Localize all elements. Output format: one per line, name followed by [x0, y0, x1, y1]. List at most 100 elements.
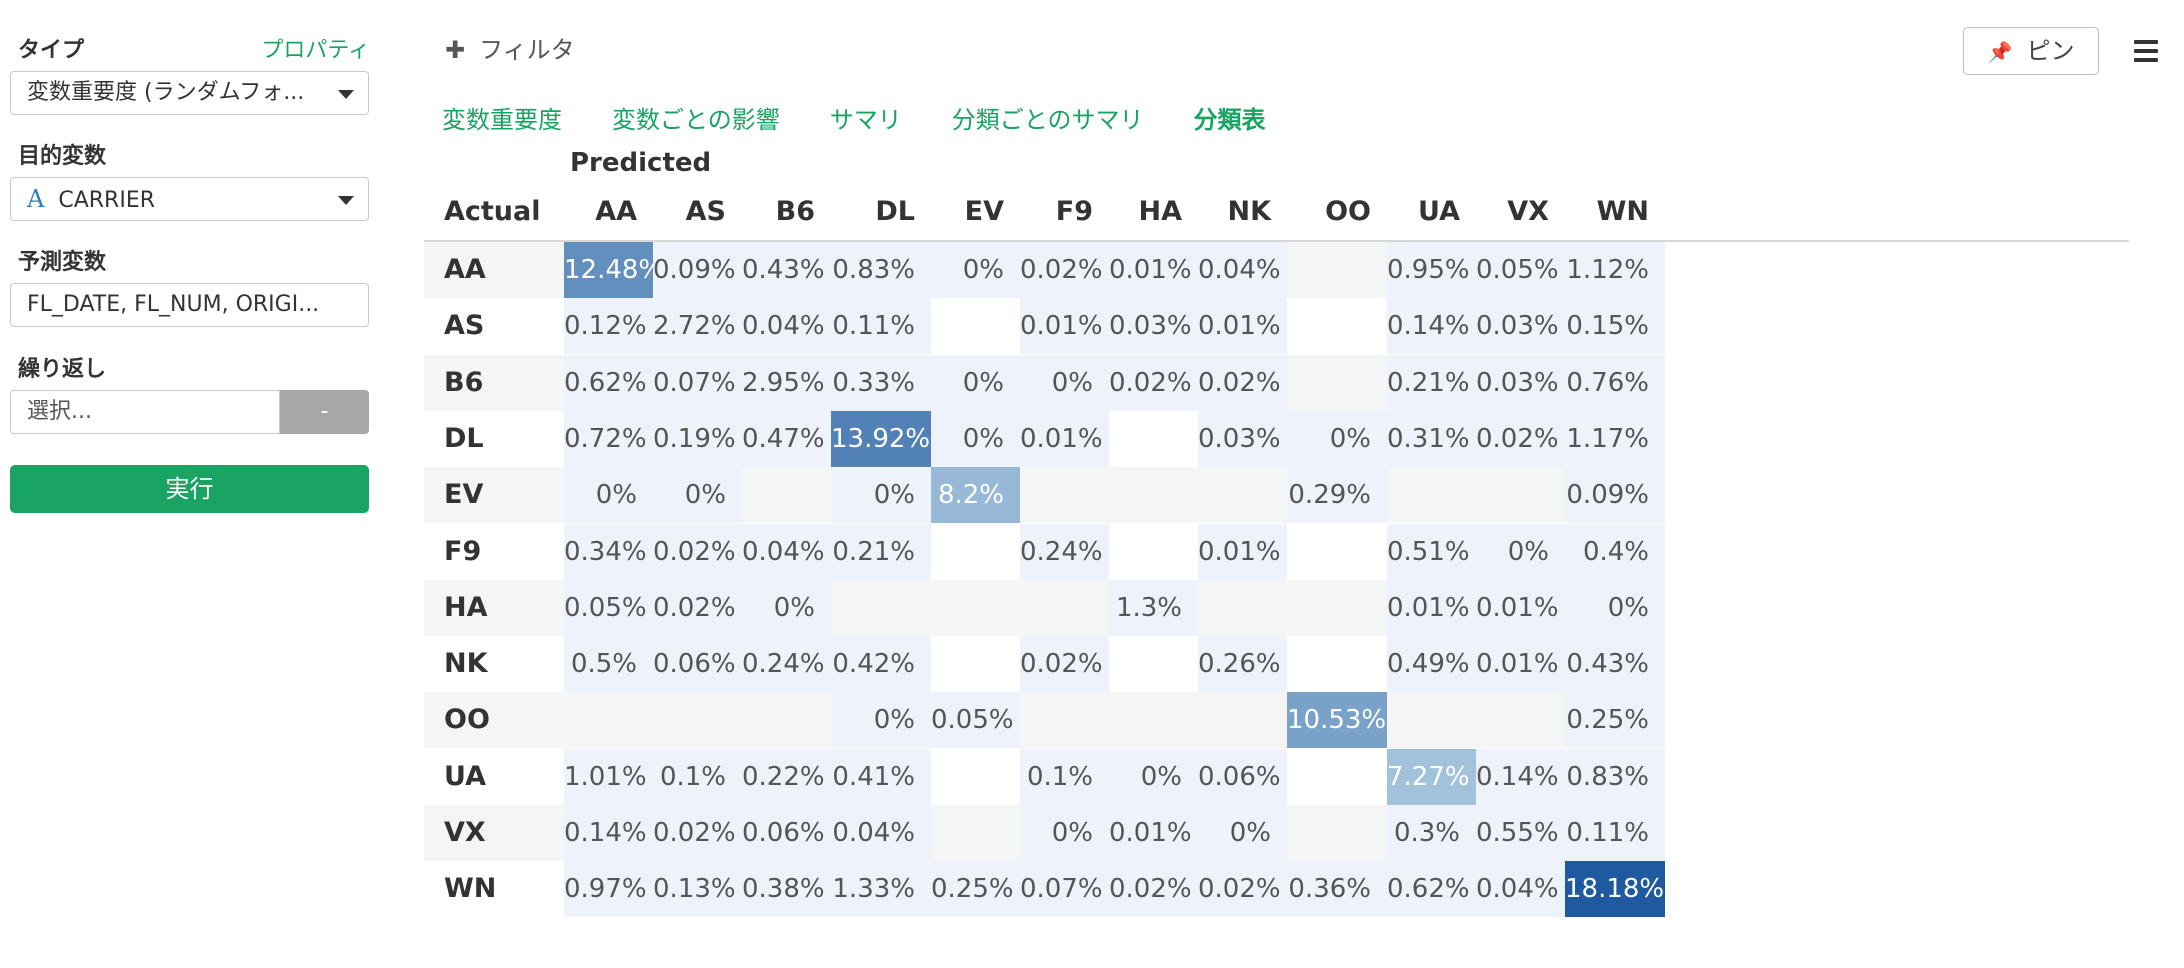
row-header-f9: F9 [424, 523, 570, 580]
plus-icon: ✚ [445, 36, 466, 64]
matrix-cell [1476, 467, 1565, 524]
matrix-cell: 0.76% [1565, 354, 1665, 411]
matrix-cell: 0.07% [1020, 861, 1109, 918]
tab-class-summary[interactable]: 分類ごとのサマリ [951, 106, 1144, 134]
matrix-cell [1287, 636, 1387, 693]
tab-summary[interactable]: サマリ [829, 106, 902, 134]
pin-label: ピン [2026, 37, 2075, 65]
matrix-cell [1198, 692, 1287, 749]
tab-confusion-matrix[interactable]: 分類表 [1193, 106, 1266, 134]
matrix-cell: 0.02% [1020, 242, 1109, 298]
matrix-cell [564, 692, 653, 749]
repeat-clear-button[interactable]: - [280, 390, 369, 434]
matrix-cell: 0.14% [1387, 298, 1476, 355]
matrix-cell: 0.02% [1109, 861, 1198, 918]
matrix-cell [931, 579, 1020, 636]
matrix-cell [1020, 467, 1109, 524]
matrix-cell: 0.36% [1287, 861, 1387, 918]
matrix-cell: 0.02% [653, 523, 742, 580]
matrix-row-as: AS 0.12% 2.72% 0.04% 0.11% 0.01% 0.03% 0.01% 0.1… [424, 298, 2129, 355]
matrix-cell: 0.06% [742, 805, 831, 861]
pin-button[interactable]: 📌 ピン [1963, 27, 2099, 75]
matrix-cell: 0.41% [831, 748, 931, 805]
matrix-cell: 0.04% [742, 523, 831, 580]
matrix-cell: 0.01% [1476, 579, 1565, 636]
matrix-cell: 0.01% [1020, 298, 1109, 355]
matrix-row-ev: EV 0% 0% 0% 8.2% 0.29% 0.09% [424, 467, 2129, 524]
matrix-cell [931, 523, 1020, 580]
matrix-cell [653, 692, 742, 749]
matrix-cell [1287, 523, 1387, 580]
column-header-ua: UA [1418, 196, 1460, 227]
matrix-cell: 0.03% [1109, 298, 1198, 355]
matrix-row-wn: WN 0.97% 0.13% 0.38% 1.33% 0.25% 0.07% 0.02% 0.0… [424, 861, 2129, 918]
matrix-cell [1287, 354, 1387, 411]
matrix-cell: 0.1% [653, 748, 742, 805]
matrix-cell: 0.62% [564, 354, 653, 411]
matrix-cell: 0.11% [831, 298, 931, 355]
matrix-cell: 2.95% [742, 354, 831, 411]
matrix-row-vx: VX 0.14% 0.02% 0.06% 0.04% 0% 0.01% 0% 0.3% 0.55%… [424, 805, 2129, 861]
matrix-cell: 0.47% [742, 410, 831, 467]
matrix-cell: 0.51% [1387, 523, 1476, 580]
matrix-cell: 0.21% [1387, 354, 1476, 411]
tab-variable-importance[interactable]: 変数重要度 [442, 106, 562, 134]
target-select[interactable]: A CARRIER [10, 177, 369, 221]
matrix-row-ua: UA 1.01% 0.1% 0.22% 0.41% 0.1% 0% 0.06% 7.27% 0.1… [424, 748, 2129, 805]
matrix-cell: 0.02% [653, 579, 742, 636]
matrix-cell: 0.02% [1476, 410, 1565, 467]
matrix-cell: 0.09% [653, 242, 742, 298]
matrix-cell [831, 579, 931, 636]
matrix-cell: 0.01% [1109, 805, 1198, 861]
matrix-cell [742, 467, 831, 524]
matrix-cell [1287, 242, 1387, 298]
matrix-cell: 0.03% [1476, 354, 1565, 411]
matrix-cell: 0% [1198, 805, 1287, 861]
matrix-cell: 0% [831, 692, 931, 749]
matrix-cell: 0.4% [1565, 523, 1665, 580]
matrix-cell: 0% [1476, 523, 1565, 580]
matrix-cell: 0.05% [1476, 242, 1565, 298]
matrix-cell [1109, 467, 1198, 524]
column-header-ev: EV [964, 196, 1004, 227]
matrix-cell: 0% [742, 579, 831, 636]
matrix-cell: 0.12% [564, 298, 653, 355]
matrix-cell [1109, 523, 1198, 580]
matrix-cell: 0.03% [1198, 410, 1287, 467]
predictors-field[interactable]: FL_DATE, FL_NUM, ORIGI... [10, 283, 369, 327]
tab-variable-effect[interactable]: 変数ごとの影響 [612, 106, 780, 134]
row-header-ev: EV [424, 467, 570, 524]
column-header-ha: HA [1138, 196, 1183, 227]
matrix-cell: 1.01% [564, 748, 653, 805]
matrix-cell [1287, 579, 1387, 636]
matrix-cell: 0.19% [653, 410, 742, 467]
matrix-cell [1287, 298, 1387, 355]
matrix-cell: 0% [1565, 579, 1665, 636]
run-button[interactable]: 実行 [10, 465, 369, 513]
matrix-cell [1109, 636, 1198, 693]
matrix-cell [1020, 579, 1109, 636]
matrix-cell: 0.02% [1020, 636, 1109, 693]
matrix-cell: 1.33% [831, 861, 931, 918]
actual-axis-label: Actual [444, 196, 541, 227]
hamburger-menu-icon[interactable] [2134, 40, 2158, 62]
column-header-row: Actual AA AS B6 DL EV F9 HA NK OO UA VX WN [424, 196, 2129, 242]
matrix-cell [1109, 692, 1198, 749]
row-header-aa: AA [424, 242, 570, 298]
matrix-cell: 0.14% [1476, 748, 1565, 805]
column-header-f9: F9 [1055, 196, 1093, 227]
matrix-cell: 0.25% [1565, 692, 1665, 749]
matrix-cell: 0.04% [1476, 861, 1565, 918]
property-link[interactable]: プロパティ [261, 38, 370, 63]
pin-icon: 📌 [1987, 40, 2013, 64]
matrix-cell: 1.12% [1565, 242, 1665, 298]
matrix-cell: 0% [931, 242, 1020, 298]
filter-button[interactable]: ✚ フィルタ [445, 30, 575, 65]
matrix-cell: 0.26% [1198, 636, 1287, 693]
repeat-select[interactable]: 選択... [10, 390, 280, 434]
matrix-cell: 0.31% [1387, 410, 1476, 467]
matrix-cell: 0.01% [1109, 242, 1198, 298]
type-select[interactable]: 変数重要度 (ランダムフォ... [10, 71, 369, 115]
matrix-cell [931, 636, 1020, 693]
matrix-cell: 12.48% [564, 242, 663, 298]
